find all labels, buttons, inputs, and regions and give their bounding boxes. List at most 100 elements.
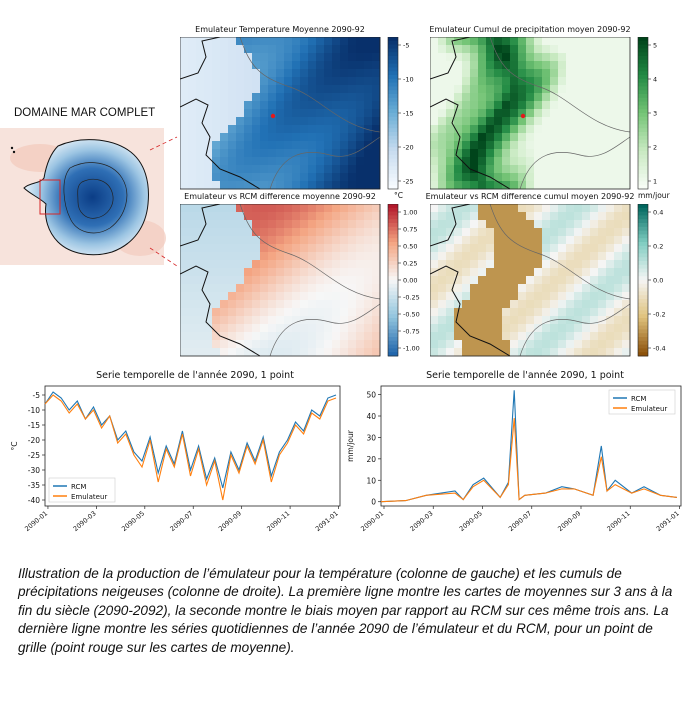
colorbar-step xyxy=(388,230,398,235)
map-cell xyxy=(348,332,357,341)
map-cell xyxy=(372,220,381,229)
map-cell xyxy=(622,85,631,94)
map-cell xyxy=(340,276,349,285)
colorbar-step xyxy=(388,124,398,129)
map-cell xyxy=(372,101,381,110)
map-cell xyxy=(454,45,463,54)
map-cell xyxy=(260,173,269,182)
map-cell xyxy=(244,133,253,142)
map-cell xyxy=(574,236,583,245)
map-cell xyxy=(180,348,189,357)
map-cell xyxy=(502,53,511,62)
colorbar-step xyxy=(388,261,398,266)
map-cell xyxy=(252,173,261,182)
map-cell xyxy=(494,348,503,357)
map-cell xyxy=(324,276,333,285)
map-cell xyxy=(284,260,293,269)
map-cell xyxy=(430,308,439,317)
map-cell xyxy=(284,236,293,245)
map-cell xyxy=(308,165,317,174)
map-cell xyxy=(372,141,381,150)
map-cell xyxy=(478,260,487,269)
map-cell xyxy=(598,157,607,166)
map-cell xyxy=(510,340,519,349)
x-tick-label: 2090-07 xyxy=(507,509,533,533)
map-cell xyxy=(332,69,341,78)
map-cell xyxy=(590,332,599,341)
map-cell xyxy=(614,69,623,78)
map-cell xyxy=(534,101,543,110)
map-cell xyxy=(598,77,607,86)
map-cell xyxy=(462,292,471,301)
colorbar-step xyxy=(638,238,648,243)
map-cell xyxy=(430,109,439,118)
map-cell xyxy=(462,181,471,190)
map-cell xyxy=(252,181,261,190)
map-cell xyxy=(332,181,341,190)
map-cell xyxy=(268,101,277,110)
map-cell xyxy=(180,204,189,213)
map-cell xyxy=(574,109,583,118)
colorbar-step xyxy=(388,234,398,239)
map-cell xyxy=(252,149,261,158)
map-cell xyxy=(518,149,527,158)
map-cell xyxy=(558,244,567,253)
map-cell xyxy=(340,53,349,62)
map-cell xyxy=(502,85,511,94)
map-cell xyxy=(300,324,309,333)
map-cell xyxy=(356,85,365,94)
map-cell xyxy=(212,308,221,317)
map-cell xyxy=(534,276,543,285)
map-cell xyxy=(292,284,301,293)
map-cell xyxy=(494,165,503,174)
map-cell xyxy=(598,204,607,213)
map-cell xyxy=(590,300,599,309)
map-cell xyxy=(188,109,197,118)
map-cell xyxy=(196,300,205,309)
ts-temp-title: Serie temporelle de l'année 2090, 1 poin… xyxy=(96,370,294,381)
map-cell xyxy=(324,316,333,325)
map-cell xyxy=(268,244,277,253)
map-cell xyxy=(462,77,471,86)
map-cell xyxy=(446,69,455,78)
map-cell xyxy=(462,212,471,221)
map-cell xyxy=(590,292,599,301)
map-cell xyxy=(438,204,447,213)
colorbar-step xyxy=(388,154,398,159)
map-cell xyxy=(542,77,551,86)
map-cell xyxy=(188,212,197,221)
colorbar-step xyxy=(388,97,398,102)
map-cell xyxy=(316,125,325,134)
map-cell xyxy=(276,268,285,277)
colorbar-step xyxy=(388,40,398,45)
map-cell xyxy=(348,228,357,237)
map-cell xyxy=(372,37,381,46)
map-cell xyxy=(470,276,479,285)
map-cell xyxy=(364,37,373,46)
map-cell xyxy=(268,45,277,54)
map-cell xyxy=(292,244,301,253)
map-cell xyxy=(300,340,309,349)
colorbar-tick-label: 0.2 xyxy=(653,243,663,251)
map-cell xyxy=(614,77,623,86)
coastline xyxy=(180,37,261,190)
colorbar-step xyxy=(638,128,648,133)
map-cell xyxy=(550,85,559,94)
map-cell xyxy=(614,53,623,62)
map-cell xyxy=(590,45,599,54)
map-cell xyxy=(332,61,341,70)
map-cell xyxy=(196,149,205,158)
map-cell xyxy=(284,173,293,182)
colorbar-step xyxy=(638,340,648,345)
map-cell xyxy=(204,173,213,182)
map-cell xyxy=(228,141,237,150)
map-cell xyxy=(340,133,349,142)
map-cell xyxy=(606,165,615,174)
colorbar-step xyxy=(388,185,398,190)
map-cell xyxy=(518,284,527,293)
map-cell xyxy=(430,276,439,285)
map-cell xyxy=(550,252,559,261)
map-cell xyxy=(268,228,277,237)
map-cell xyxy=(292,332,301,341)
map-cell xyxy=(372,276,381,285)
